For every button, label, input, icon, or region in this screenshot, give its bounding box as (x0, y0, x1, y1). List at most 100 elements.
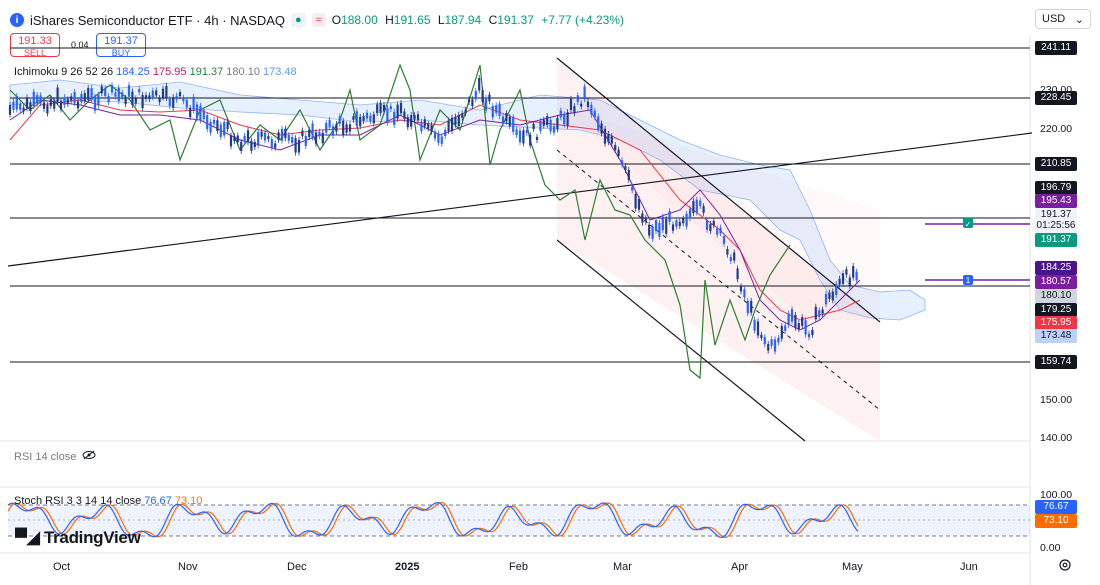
candle-body (253, 142, 256, 148)
candle-body (294, 138, 297, 153)
candle-body (335, 124, 338, 132)
stoch-legend[interactable]: Stoch RSI 3 3 14 14 close 76.67 73.10 (14, 495, 202, 507)
price-label[interactable]: 180.10 (1035, 289, 1077, 303)
candlesticks[interactable] (8, 75, 858, 355)
price-label[interactable]: 173.48 (1035, 329, 1077, 343)
candle-body (563, 114, 566, 125)
info-letter-icon[interactable]: i (10, 13, 24, 27)
price-label[interactable]: 195.43 (1035, 194, 1077, 208)
settings-gear-icon[interactable] (1058, 558, 1072, 572)
price-label[interactable]: 175.95 (1035, 316, 1077, 330)
candle-body (430, 124, 433, 132)
candle-body (202, 110, 205, 120)
candle-body (131, 91, 134, 105)
stoch-d-value: 73.10 (174, 495, 203, 507)
price-label[interactable]: 241.11 (1035, 41, 1077, 55)
candle-body (505, 113, 508, 122)
tradingview-logo[interactable]: ▀◢ TradingView (15, 528, 141, 548)
candle-body (250, 140, 253, 151)
candle-body (80, 94, 83, 103)
currency-select[interactable]: USD ⌄ (1035, 9, 1091, 29)
price-label[interactable]: 210.85 (1035, 157, 1077, 171)
candle-body (552, 125, 556, 133)
candle-body (617, 149, 620, 156)
time-axis-tick: Dec (287, 561, 307, 573)
rsi-legend[interactable]: RSI 14 close (14, 450, 96, 463)
stoch-k-value: 76.67 (144, 495, 172, 507)
candle-body (532, 123, 535, 130)
check-alert-icon[interactable] (963, 218, 973, 228)
candle-body (362, 116, 365, 122)
price-label[interactable]: 191.37 (1035, 233, 1077, 247)
candle-countdown[interactable]: 01:25:56 (1035, 219, 1077, 233)
price-label[interactable]: 179.25 (1035, 303, 1077, 317)
price-label[interactable]: 196.79 (1035, 181, 1077, 195)
candle-body (651, 227, 654, 239)
candle-body (331, 126, 335, 136)
numbered-alert-icon[interactable] (963, 275, 973, 285)
candle-body (654, 220, 658, 232)
long-trendline[interactable] (7, 132, 1033, 267)
candle-body (607, 133, 610, 143)
candle-body (280, 128, 284, 141)
candle-body (396, 104, 399, 119)
ichimoku-legend[interactable]: Ichimoku 9 26 52 26 184.25 175.95 191.37… (14, 66, 297, 78)
candle-body (372, 114, 375, 124)
candle-body (437, 133, 440, 143)
tv-mark-icon: ▀◢ (15, 528, 40, 547)
candle-body (753, 319, 756, 331)
price-label[interactable]: 184.25 (1035, 261, 1077, 275)
price-label[interactable]: 180.57 (1035, 275, 1077, 289)
candle-body (603, 128, 607, 144)
candle-body (382, 104, 386, 112)
channel-upper-line[interactable] (556, 57, 881, 323)
stoch-k-label[interactable]: 76.67 (1035, 500, 1077, 514)
price-label[interactable]: 159.74 (1035, 355, 1077, 369)
candle-body (219, 124, 222, 137)
sell-button[interactable]: 191.33 SELL (10, 33, 60, 58)
candle-body (107, 96, 110, 103)
candle-body (393, 111, 396, 125)
candle-body (763, 337, 766, 345)
candle-body (410, 115, 413, 127)
wave-icon[interactable]: ≈ (311, 13, 326, 27)
stoch-d-label[interactable]: 73.10 (1035, 514, 1077, 528)
candle-body (450, 117, 454, 132)
channel-mid-line[interactable] (556, 149, 881, 411)
time-axis-tick: Feb (509, 561, 528, 573)
candle-body (719, 227, 722, 234)
price-label[interactable]: 228.45 (1035, 91, 1077, 105)
channel-lower-line[interactable] (556, 239, 806, 442)
candle-body (138, 89, 141, 93)
buy-button[interactable]: 191.37 BUY (96, 33, 146, 58)
candle-body (807, 333, 811, 338)
brand-text: TradingView (43, 528, 141, 547)
candle-body (852, 266, 855, 278)
candle-body (767, 344, 770, 351)
symbol-title[interactable]: iShares Semiconductor ETF · 4h · NASDAQ (30, 12, 286, 28)
candle-body (756, 321, 760, 336)
status-dot-icon[interactable]: ● (291, 13, 306, 27)
stoch-axis-tick: 100.00 (1040, 489, 1073, 501)
candle-body (569, 98, 573, 110)
candle-body (206, 115, 209, 130)
candle-body (794, 314, 797, 328)
numbered-alert-glyph: 1 (966, 276, 971, 285)
candle-body (39, 95, 42, 104)
candle-body (195, 104, 199, 119)
candle-body (32, 91, 35, 107)
candle-body (671, 224, 675, 231)
candle-body (461, 113, 464, 118)
candle-body (556, 117, 559, 130)
candle-body (274, 143, 277, 148)
candle-body (467, 99, 471, 103)
candle-body (658, 222, 661, 237)
eye-off-icon[interactable] (82, 450, 96, 463)
time-axis-tick: May (842, 561, 863, 573)
ichimoku-base-value: 175.95 (152, 66, 187, 78)
candle-body (314, 132, 318, 144)
countdown-price[interactable]: 191.37 (1035, 208, 1077, 222)
candle-body (427, 123, 430, 129)
candle-body (739, 286, 743, 292)
